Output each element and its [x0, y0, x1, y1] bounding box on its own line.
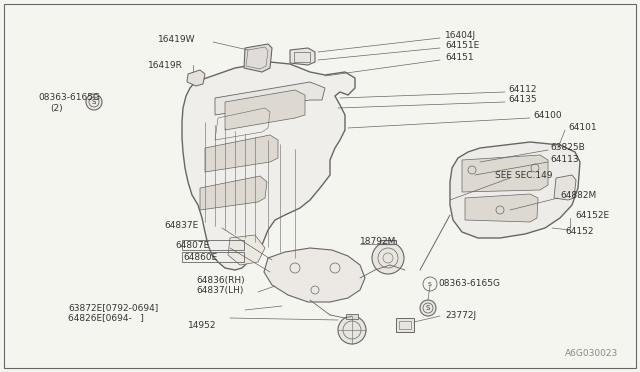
Polygon shape — [244, 44, 272, 72]
Text: S: S — [92, 99, 96, 105]
Polygon shape — [205, 135, 278, 172]
Text: 64151: 64151 — [445, 54, 474, 62]
Text: 64807E: 64807E — [175, 241, 209, 250]
Text: 64152: 64152 — [565, 228, 593, 237]
Text: 64826E[0694-   ]: 64826E[0694- ] — [68, 314, 144, 323]
Bar — [380, 240, 396, 244]
Polygon shape — [554, 175, 576, 200]
Bar — [346, 314, 358, 319]
Text: 08363-6165G: 08363-6165G — [438, 279, 500, 289]
Circle shape — [372, 242, 404, 274]
Circle shape — [86, 94, 102, 110]
Text: 64135: 64135 — [508, 96, 536, 105]
Text: 16404J: 16404J — [445, 32, 476, 41]
Text: 64882M: 64882M — [560, 192, 596, 201]
Text: 14952: 14952 — [188, 321, 216, 330]
Bar — [399, 321, 411, 329]
Text: SEE SEC.149: SEE SEC.149 — [495, 171, 552, 180]
Polygon shape — [228, 235, 265, 265]
Text: 16419R: 16419R — [148, 61, 183, 70]
Text: 18792M: 18792M — [360, 237, 396, 247]
Polygon shape — [200, 176, 267, 210]
Text: 64837(LH): 64837(LH) — [196, 285, 243, 295]
Polygon shape — [215, 82, 325, 115]
Polygon shape — [225, 90, 305, 130]
Text: 08363-6165G: 08363-6165G — [38, 93, 100, 103]
Text: 64836(RH): 64836(RH) — [196, 276, 244, 285]
Bar — [396, 318, 414, 332]
Text: (2): (2) — [50, 103, 63, 112]
Text: 64100: 64100 — [533, 112, 562, 121]
Text: 63872E[0792-0694]: 63872E[0792-0694] — [68, 304, 158, 312]
Polygon shape — [462, 155, 548, 192]
Polygon shape — [187, 70, 205, 86]
Text: 16419W: 16419W — [158, 35, 195, 45]
Circle shape — [420, 300, 436, 316]
Text: A6G030023: A6G030023 — [564, 349, 618, 358]
Text: 64151E: 64151E — [445, 42, 479, 51]
Polygon shape — [264, 248, 365, 302]
Text: S: S — [428, 282, 432, 286]
Text: S: S — [426, 305, 430, 311]
Polygon shape — [450, 142, 580, 238]
Bar — [182, 240, 244, 250]
Text: 64112: 64112 — [508, 86, 536, 94]
Text: 23772J: 23772J — [445, 311, 476, 321]
Polygon shape — [182, 62, 355, 270]
Text: 63825B: 63825B — [550, 144, 585, 153]
Text: 64113: 64113 — [550, 155, 579, 164]
Bar — [182, 252, 244, 262]
Text: 64152E: 64152E — [575, 211, 609, 219]
Circle shape — [338, 316, 366, 344]
Text: 64101: 64101 — [568, 124, 596, 132]
Polygon shape — [290, 48, 315, 65]
Text: 64837E: 64837E — [164, 221, 198, 231]
Bar — [294, 52, 310, 62]
Text: 64860E: 64860E — [183, 253, 217, 263]
Polygon shape — [465, 194, 538, 222]
